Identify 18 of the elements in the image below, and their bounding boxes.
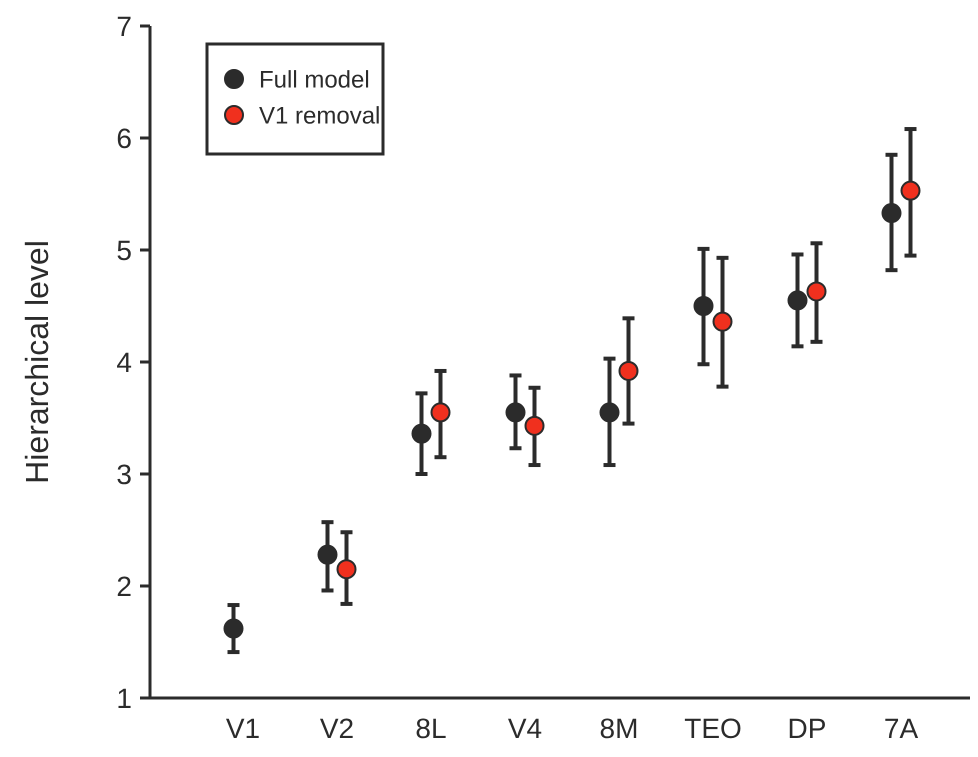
x-tick-label: V2: [320, 713, 354, 744]
x-tick-label: TEO: [684, 713, 742, 744]
legend-label: V1 removal: [259, 102, 380, 130]
y-axis-title: Hierarchical level: [19, 240, 55, 484]
y-tick-label: 2: [116, 570, 132, 602]
y-tick-label: 3: [116, 458, 132, 490]
y-tick-label: 5: [116, 234, 132, 266]
y-tick-label: 7: [116, 10, 132, 42]
x-tick-label: 7A: [884, 713, 918, 744]
x-tick-label: V4: [508, 713, 542, 744]
x-tick-label: V1: [226, 713, 260, 744]
x-tick-label: 8L: [415, 713, 447, 744]
y-tick-label: 6: [116, 122, 132, 154]
y-tick-label: 1: [116, 682, 132, 714]
legend-label: Full model: [259, 66, 370, 94]
x-tick-label: DP: [788, 713, 826, 744]
y-tick-label: 4: [116, 346, 132, 378]
x-tick-label: 8M: [600, 713, 638, 744]
